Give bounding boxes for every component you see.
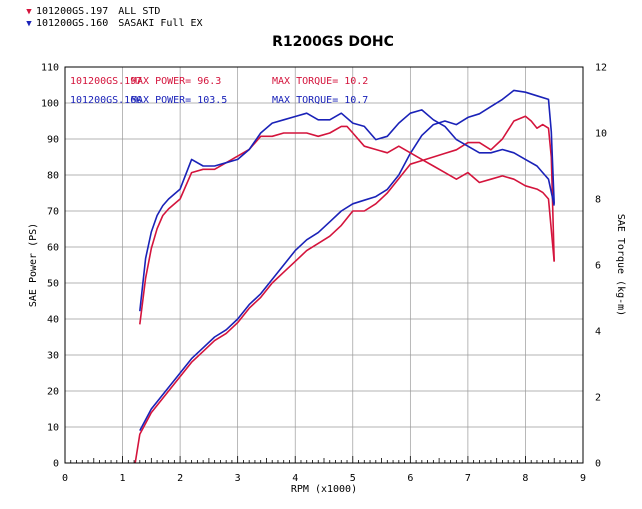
x-tick-label: 8 [522,473,528,484]
legend-item-std: ▼ 101200GS.197 ALL STD [22,6,160,17]
x-tick-label: 5 [350,473,356,484]
legend-marker-sasaki: ▼ [26,18,32,29]
rpm-axis-ticks: 0 1 2 3 4 5 6 7 8 9 [62,473,586,484]
y2-tick-label: 12 [595,63,607,74]
series-line-torque-3 [139,109,555,312]
series-line-power-0 [134,115,555,464]
x-tick-label: 9 [580,473,586,484]
legend-desc-sasaki: SASAKI Full EX [118,18,203,29]
y-tick-label: 10 [47,423,59,434]
x-tick-label: 7 [465,473,471,484]
y-tick-label: 110 [41,63,59,74]
series-line-power-1 [139,89,555,431]
x-tick-label: 2 [177,473,183,484]
x-tick-label: 1 [120,473,126,484]
y-tick-label: 20 [47,387,59,398]
plot-frame [64,66,584,464]
y-tick-label: 80 [47,171,59,182]
x-tick-label: 0 [62,473,68,484]
x-tick-label: 4 [292,473,298,484]
legend-desc-std: ALL STD [118,6,161,17]
x-tick-label: 3 [235,473,241,484]
y-tick-label: 50 [47,279,59,290]
series-lines [134,89,555,464]
rpm-ruler [64,456,584,463]
summary-std-power: MAX POWER= 96.3 [131,76,221,87]
summary-std-file: 101200GS.197 [70,76,142,87]
y-tick-label: 30 [47,351,59,362]
x-axis-label: RPM (x1000) [291,484,357,495]
summary-sasaki-file: 101200GS.160 [70,95,142,106]
y-tick-label: 70 [47,207,59,218]
x-tick-label: 6 [407,473,413,484]
chart-title: R1200GS DOHC [272,34,394,50]
y2-tick-label: 0 [595,459,601,470]
legend-marker-std: ▼ [26,6,32,17]
y-tick-label: 100 [41,99,59,110]
y2-tick-label: 10 [595,129,607,140]
y2-axis-label: SAE Torque (kg-m) [615,214,626,316]
y2-tick-label: 8 [595,195,601,206]
y-tick-label: 90 [47,135,59,146]
legend-label-std: 101200GS.197 [36,6,109,17]
summary-sasaki-torque: MAX TORQUE= 10.7 [272,95,368,106]
y-tick-label: 40 [47,315,59,326]
y2-tick-label: 4 [595,327,601,338]
y-tick-label: 60 [47,243,59,254]
series-line-torque-2 [139,125,555,325]
y-tick-label: 0 [53,459,59,470]
legend-label-sasaki: 101200GS.160 [36,18,109,29]
y2-tick-label: 2 [595,393,601,404]
grid-lines [65,67,583,463]
summary-sasaki-power: MAX POWER= 103.5 [131,95,227,106]
summary-std-torque: MAX TORQUE= 10.2 [272,76,368,87]
power-axis-ticks: 0 10 20 30 40 50 60 70 80 90 100 110 [41,63,59,470]
y2-tick-label: 6 [595,261,601,272]
y-axis-label: SAE Power (PS) [28,223,39,307]
torque-axis-ticks: 0 2 4 6 8 10 12 [595,63,607,470]
legend-item-sasaki: ▼ 101200GS.160 SASAKI Full EX [22,18,203,29]
